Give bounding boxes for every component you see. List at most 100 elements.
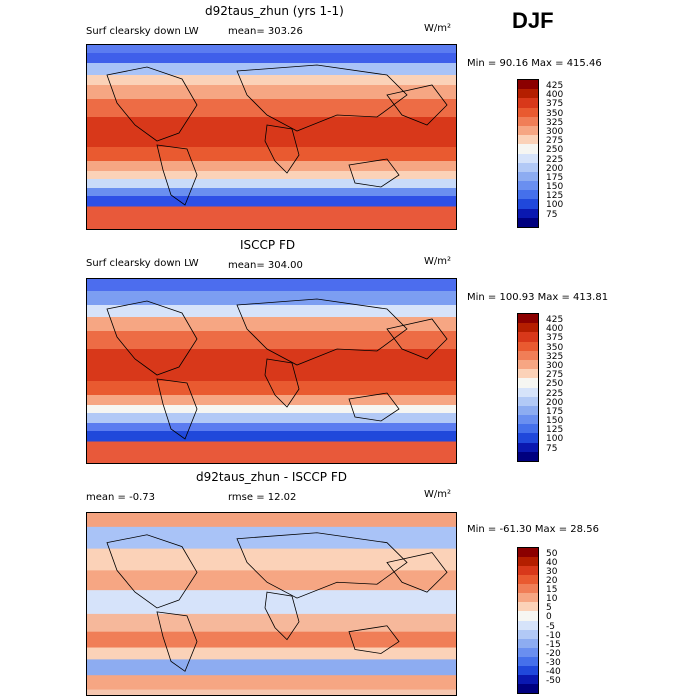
- continent-outline: [348, 392, 400, 422]
- colorbar-swatch: [518, 107, 538, 117]
- map-field-band: [87, 647, 456, 660]
- map-field-band: [87, 570, 456, 591]
- colorbar-swatch: [518, 442, 538, 452]
- continent-outline: [156, 378, 198, 440]
- panel-3-title: d92taus_zhun - ISCCP FD: [196, 470, 347, 484]
- colorbar-swatch: [518, 424, 538, 434]
- colorbar-swatch: [518, 125, 538, 136]
- map-field-band: [87, 431, 456, 442]
- map-field-band: [87, 179, 456, 189]
- panel-2-map-field: [87, 279, 456, 463]
- colorbar-tick-label: 125: [546, 425, 564, 436]
- colorbar-swatch: [518, 162, 538, 172]
- colorbar-swatch: [518, 451, 538, 461]
- map-field-band: [87, 291, 456, 306]
- colorbar-tick-label: 225: [546, 154, 564, 165]
- colorbar-tick-label: 75: [546, 209, 558, 220]
- panel-2-colorbar: [517, 313, 539, 462]
- map-field-band: [87, 631, 456, 649]
- colorbar-swatch: [518, 433, 538, 443]
- continent-outline: [106, 534, 198, 609]
- panel-3-map: [86, 512, 457, 696]
- map-field-band: [87, 188, 456, 197]
- colorbar-tick-label: -10: [546, 630, 561, 641]
- map-field-band: [87, 675, 456, 690]
- colorbar-swatch: [518, 153, 538, 163]
- colorbar-tick-label: 0: [546, 612, 552, 623]
- colorbar-tick-label: -5: [546, 621, 555, 632]
- colorbar-tick-label: 350: [546, 342, 564, 353]
- colorbar-tick-label: 300: [546, 126, 564, 137]
- colorbar-swatch: [518, 575, 538, 585]
- colorbar-tick-label: 400: [546, 90, 564, 101]
- map-field-band: [87, 171, 456, 180]
- colorbar-tick-label: 40: [546, 558, 558, 569]
- colorbar-tick-label: 275: [546, 136, 564, 147]
- map-field-band: [87, 305, 456, 318]
- colorbar-tick-label: 125: [546, 191, 564, 202]
- colorbar-swatch: [518, 98, 538, 108]
- panel-1-map-field: [87, 45, 456, 229]
- map-field-band: [87, 513, 456, 528]
- colorbar-tick-label: 100: [546, 200, 564, 211]
- colorbar-swatch: [518, 323, 538, 333]
- continent-outline: [236, 298, 408, 366]
- colorbar-swatch: [518, 199, 538, 209]
- colorbar-swatch: [518, 378, 538, 388]
- map-field-band: [87, 395, 456, 406]
- panel-3-minmax: Min = -61.30 Max = 28.56: [467, 524, 599, 535]
- colorbar-swatch: [518, 683, 538, 693]
- continent-outline: [264, 124, 300, 174]
- panel-2-colorbar-labels: 425 400 375 350 325 300 275 250 225 200 175 150 125 1…: [546, 315, 564, 454]
- colorbar-swatch: [518, 314, 538, 324]
- panel-2-title: ISCCP FD: [240, 238, 296, 252]
- colorbar-tick-label: 325: [546, 117, 564, 128]
- colorbar-tick-label: -50: [546, 675, 561, 686]
- colorbar-swatch: [518, 665, 538, 675]
- colorbar-tick-label: 250: [546, 379, 564, 390]
- colorbar-tick-label: 15: [546, 585, 558, 596]
- panel-3-mean-label: mean = -0.73: [86, 492, 155, 503]
- panel-3-colorbar: [517, 547, 539, 694]
- colorbar-swatch: [518, 593, 538, 603]
- colorbar-swatch: [518, 332, 538, 342]
- colorbar-tick-label: 5: [546, 603, 552, 614]
- map-field-band: [87, 279, 456, 292]
- map-field-band: [87, 63, 456, 76]
- colorbar-swatch: [518, 647, 538, 657]
- panel-1-units: W/m²: [424, 23, 452, 34]
- map-field-band: [87, 548, 456, 571]
- colorbar-swatch: [518, 387, 538, 397]
- panel-3-colorbar-labels: 50 40 30 20 15 10 5 0 -5 -10 -15 -20 -30 -40 -50: [546, 549, 561, 686]
- continent-outline: [386, 318, 448, 360]
- continent-outline: [106, 300, 198, 376]
- continent-outline: [348, 625, 400, 654]
- colorbar-tick-label: 400: [546, 324, 564, 335]
- colorbar-swatch: [518, 369, 538, 379]
- colorbar-tick-label: 30: [546, 567, 558, 578]
- colorbar-swatch: [518, 620, 538, 630]
- panel-3-map-field: [87, 513, 456, 695]
- panel-1-colorbar: [517, 79, 539, 228]
- colorbar-swatch: [518, 602, 538, 612]
- map-field-band: [87, 659, 456, 676]
- panel-2-mean-label: mean= 304.00: [228, 260, 303, 271]
- colorbar-swatch: [518, 566, 538, 576]
- map-field-band: [87, 161, 456, 172]
- colorbar-tick-label: -15: [546, 639, 561, 650]
- panel-1-mean-label: mean= 303.26: [228, 26, 303, 37]
- map-field-band: [87, 99, 456, 118]
- map-field-band: [87, 117, 456, 148]
- colorbar-tick-label: 350: [546, 108, 564, 119]
- colorbar-swatch: [518, 415, 538, 425]
- continent-outline: [348, 158, 400, 188]
- colorbar-tick-label: 10: [546, 594, 558, 605]
- panel-2-minmax: Min = 100.93 Max = 413.81: [467, 292, 609, 303]
- colorbar-swatch: [518, 656, 538, 666]
- continent-outline: [156, 144, 198, 206]
- panel-2-map: [86, 278, 457, 464]
- colorbar-swatch: [518, 359, 538, 370]
- panel-3-units: W/m²: [424, 489, 452, 500]
- colorbar-tick-label: -20: [546, 648, 561, 659]
- colorbar-swatch: [518, 611, 538, 621]
